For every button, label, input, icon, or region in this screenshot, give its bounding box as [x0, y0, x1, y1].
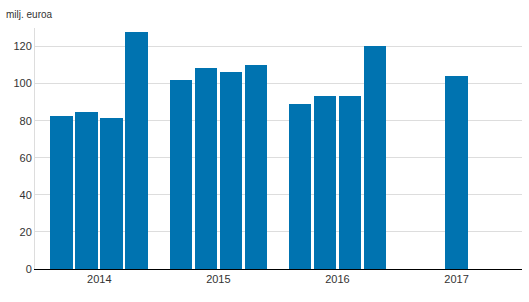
svg-text:20: 20: [20, 226, 32, 238]
svg-text:2017: 2017: [444, 273, 468, 285]
svg-text:80: 80: [20, 115, 32, 127]
svg-text:60: 60: [20, 152, 32, 164]
svg-text:2016: 2016: [325, 273, 349, 285]
svg-text:0: 0: [26, 263, 32, 275]
svg-text:milj. euroa: milj. euroa: [6, 9, 53, 20]
svg-text:120: 120: [13, 40, 31, 52]
svg-text:40: 40: [20, 189, 32, 201]
svg-text:2014: 2014: [87, 273, 111, 285]
svg-text:100: 100: [13, 77, 31, 89]
svg-text:2015: 2015: [206, 273, 230, 285]
